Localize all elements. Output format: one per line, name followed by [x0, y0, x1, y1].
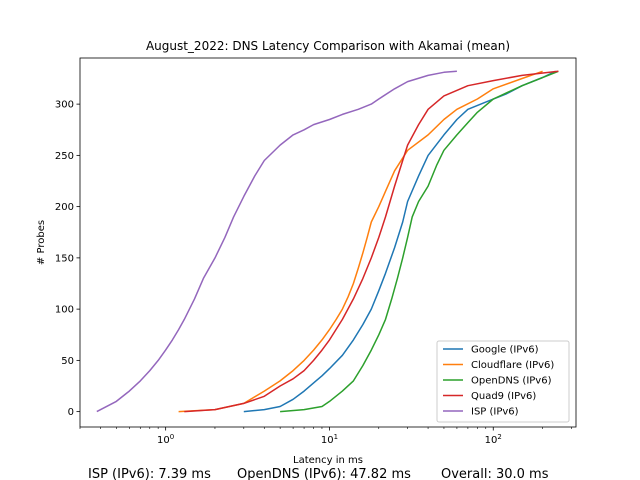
y-tick-label: 50 — [61, 356, 74, 367]
legend-label-1: Cloudflare (IPv6) — [471, 360, 554, 371]
series-line-4 — [96, 70, 457, 413]
footer-annotations: ISP (IPv6): 7.39 ms OpenDNS (IPv6): 47.8… — [88, 467, 549, 480]
legend: Google (IPv6) Cloudflare (IPv6) OpenDNS (I… — [436, 340, 570, 423]
chart-title: August_2022: DNS Latency Comparison with… — [146, 39, 510, 53]
legend-box — [436, 340, 570, 423]
annotation-isp-mean: ISP (IPv6): 7.39 ms — [88, 467, 211, 480]
x-tick-label: 100 — [157, 433, 174, 446]
y-tick-label: 250 — [55, 151, 74, 162]
series-line-1 — [178, 70, 543, 413]
series-layer — [96, 70, 559, 413]
legend-label-4: ISP (IPv6) — [471, 407, 519, 418]
y-tick-label: 200 — [55, 202, 74, 213]
y-tick-label: 150 — [55, 253, 74, 264]
legend-label-0: Google (IPv6) — [471, 345, 539, 356]
y-axis-label: # Probes — [36, 220, 47, 265]
series-line-2 — [280, 70, 559, 413]
x-tick-label: 102 — [485, 433, 502, 446]
plot-frame — [79, 57, 577, 428]
annotation-overall-mean: Overall: 30.0 ms — [441, 467, 549, 480]
series-line-3 — [184, 70, 559, 413]
y-tick-label: 0 — [68, 407, 74, 418]
annotation-opendns-mean: OpenDNS (IPv6): 47.82 ms — [237, 467, 411, 480]
x-axis: 100 101 102 — [79, 427, 572, 446]
series-line-0 — [243, 70, 556, 413]
legend-label-3: Quad9 (IPv6) — [471, 391, 536, 402]
x-axis-label: Latency in ms — [293, 455, 363, 466]
y-tick-label: 100 — [55, 305, 74, 316]
y-axis: 0 50 100 150 200 250 300 — [55, 100, 80, 418]
legend-label-2: OpenDNS (IPv6) — [471, 376, 552, 387]
x-tick-label: 101 — [321, 433, 338, 446]
y-tick-label: 300 — [55, 100, 74, 111]
